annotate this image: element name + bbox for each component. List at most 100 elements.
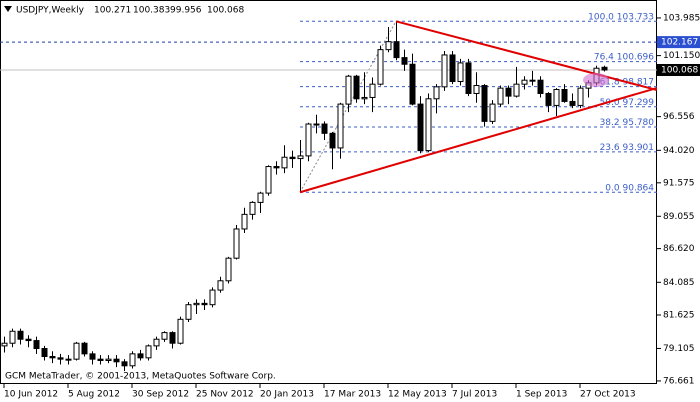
- candle-body: [105, 358, 112, 361]
- fib-price: 97.299: [623, 97, 655, 107]
- candle-body: [449, 54, 456, 83]
- candle-body: [193, 302, 200, 306]
- fib-price: 103.733: [617, 12, 654, 22]
- candle-body: [209, 289, 216, 306]
- x-tick-label: 20 Jan 2013: [260, 390, 314, 400]
- candle-body: [89, 353, 96, 360]
- y-tick-label: 89.055: [663, 212, 695, 222]
- candle-body: [145, 345, 152, 359]
- candle-body: [9, 330, 16, 344]
- y-tick-label: 84.085: [663, 278, 695, 288]
- price-label: 100.068: [661, 65, 698, 75]
- candle-body: [561, 88, 568, 102]
- candle-body: [217, 280, 224, 291]
- y-tick-label: 94.020: [663, 146, 695, 156]
- candle-body: [249, 201, 256, 215]
- candle-body: [497, 87, 504, 105]
- fib-price: 93.901: [623, 142, 655, 152]
- candle-body: [153, 338, 160, 347]
- candle-body: [33, 340, 40, 350]
- fib-label: 38.2 95.780: [600, 117, 655, 127]
- fib-level-name: 0.0: [605, 183, 620, 193]
- candle-body: [441, 54, 448, 88]
- candle-body: [393, 41, 400, 59]
- candle-body: [17, 330, 24, 340]
- candle-body: [369, 83, 376, 98]
- ohlc-low: 99.956: [170, 6, 202, 16]
- candle-body: [465, 62, 472, 94]
- fib-label: 76.4 100.696: [594, 52, 654, 62]
- fib-level-name: 23.6: [600, 142, 620, 152]
- candle-body: [569, 100, 576, 106]
- candle-body: [401, 57, 408, 65]
- x-tick-label: 1 Sep 2013: [516, 390, 567, 400]
- x-tick-label: 7 Jul 2013: [452, 390, 497, 400]
- candle-body: [57, 357, 64, 360]
- y-tick-label: 86.620: [663, 244, 695, 254]
- candle-body: [361, 96, 368, 100]
- fib-price: 98.817: [623, 77, 655, 87]
- y-tick-label: 91.575: [663, 178, 695, 188]
- candle-body: [553, 88, 560, 106]
- candle-body: [185, 304, 192, 320]
- candle-body: [473, 85, 480, 94]
- ohlc-close: 100.068: [207, 6, 244, 16]
- candle-body: [529, 79, 536, 82]
- h-line-label: 102.167: [661, 38, 698, 48]
- highlight-ellipse: [583, 73, 609, 87]
- fib-level-name: 76.4: [594, 52, 614, 62]
- candle-body: [265, 166, 272, 194]
- footer: GCM MetaTrader, © 2001-2013, MetaQuotes …: [5, 372, 276, 382]
- candle-body: [201, 302, 208, 306]
- candle-body: [305, 123, 312, 157]
- candle-body: [49, 356, 56, 359]
- fib-price: 100.696: [617, 52, 654, 62]
- symbol-icon: [4, 6, 12, 12]
- candle-body: [537, 79, 544, 94]
- candle-body: [241, 213, 248, 230]
- candle-body: [433, 86, 440, 100]
- candle-body: [25, 338, 32, 342]
- candle-body: [41, 348, 48, 358]
- candle-body: [273, 166, 280, 169]
- candle-body: [81, 342, 88, 355]
- candle-body: [257, 192, 264, 203]
- candle-body: [281, 156, 288, 169]
- x-tick-label: 10 Jun 2012: [4, 390, 58, 400]
- fib-label: 61.8 98.817: [600, 77, 654, 87]
- x-tick-label: 30 Sep 2012: [132, 390, 189, 400]
- candle-body: [521, 79, 528, 85]
- fib-level-name: 61.8: [600, 77, 620, 87]
- candle-body: [577, 87, 584, 106]
- fib-level-name: 100.0: [588, 12, 614, 22]
- candle-body: [601, 66, 608, 71]
- y-tick-label: 103.985: [663, 13, 700, 23]
- candle-body: [313, 123, 320, 126]
- candle-body: [65, 358, 72, 361]
- candle-body: [417, 103, 424, 152]
- candle-body: [137, 353, 144, 359]
- trendline: [395, 20, 658, 91]
- fib-label: 0.0 90.864: [605, 183, 654, 193]
- price-box: [657, 63, 700, 76]
- y-tick-label: 81.625: [663, 310, 695, 320]
- y-tick-label: 79.105: [663, 344, 695, 354]
- candle-body: [385, 41, 392, 51]
- candle-body: [409, 63, 416, 105]
- trendline: [299, 87, 658, 194]
- candle-body: [1, 342, 8, 347]
- y-tick-label: 101.150: [663, 51, 700, 61]
- candle-body: [289, 156, 296, 160]
- candle-body: [177, 318, 184, 344]
- candle-body: [161, 332, 168, 340]
- y-tick-label: 76.661: [663, 376, 695, 386]
- candle-body: [457, 62, 464, 83]
- candle-body: [233, 228, 240, 259]
- candle-body: [545, 92, 552, 106]
- fib-price: 95.780: [623, 117, 655, 127]
- candle-body: [321, 123, 328, 134]
- candle-body: [297, 155, 304, 160]
